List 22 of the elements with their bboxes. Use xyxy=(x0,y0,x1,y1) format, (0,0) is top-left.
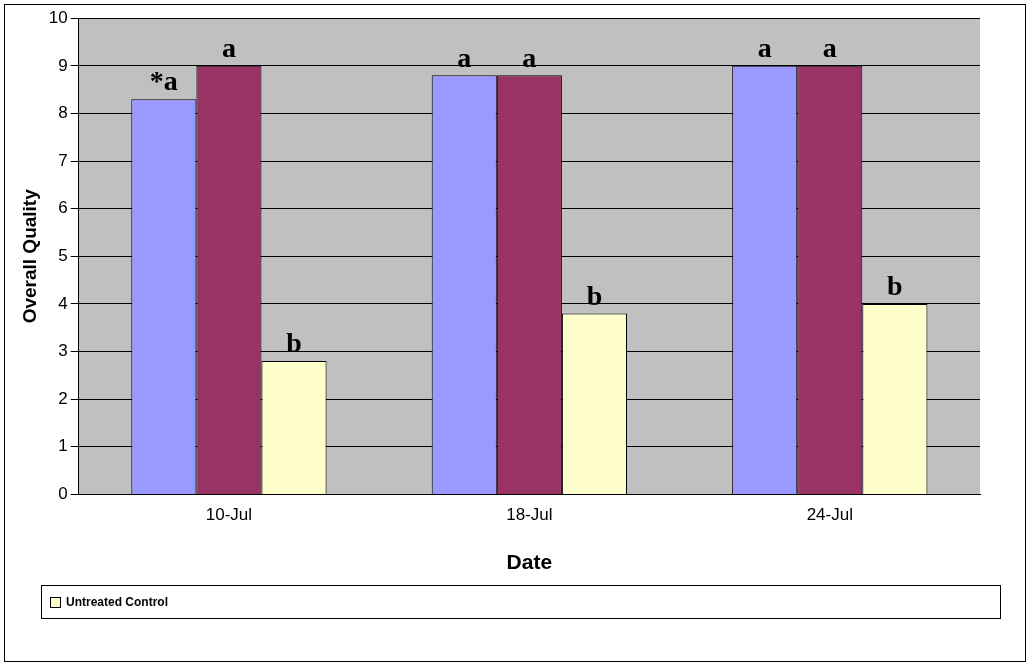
x-axis-title: Date xyxy=(506,550,553,574)
y-axis-title: Overall Quality xyxy=(18,188,40,324)
annotation: a xyxy=(822,32,837,64)
y-tick-label: 5 xyxy=(58,245,68,265)
y-tick-label: 3 xyxy=(58,341,68,361)
y-tick-label: 2 xyxy=(58,388,68,408)
x-tick-label: 18-Jul xyxy=(506,505,553,525)
y-tick-label: 9 xyxy=(58,55,68,75)
annotation: a xyxy=(757,32,772,64)
legend-label: Untreated Control xyxy=(66,595,168,609)
y-tick-label: 7 xyxy=(58,150,68,170)
x-tick-label: 24-Jul xyxy=(806,505,853,525)
annotation: *a xyxy=(149,65,178,97)
y-tick-label: 4 xyxy=(58,293,68,313)
y-tick-label: 8 xyxy=(58,103,68,123)
y-tick-label: 6 xyxy=(58,198,68,218)
annotation: a xyxy=(221,32,236,64)
annotation: b xyxy=(887,270,903,302)
y-tick-label: 10 xyxy=(48,7,68,27)
x-tick-label: 10-Jul xyxy=(205,505,253,525)
y-tick-label: 0 xyxy=(58,484,68,504)
y-tick-label: 1 xyxy=(58,436,68,456)
